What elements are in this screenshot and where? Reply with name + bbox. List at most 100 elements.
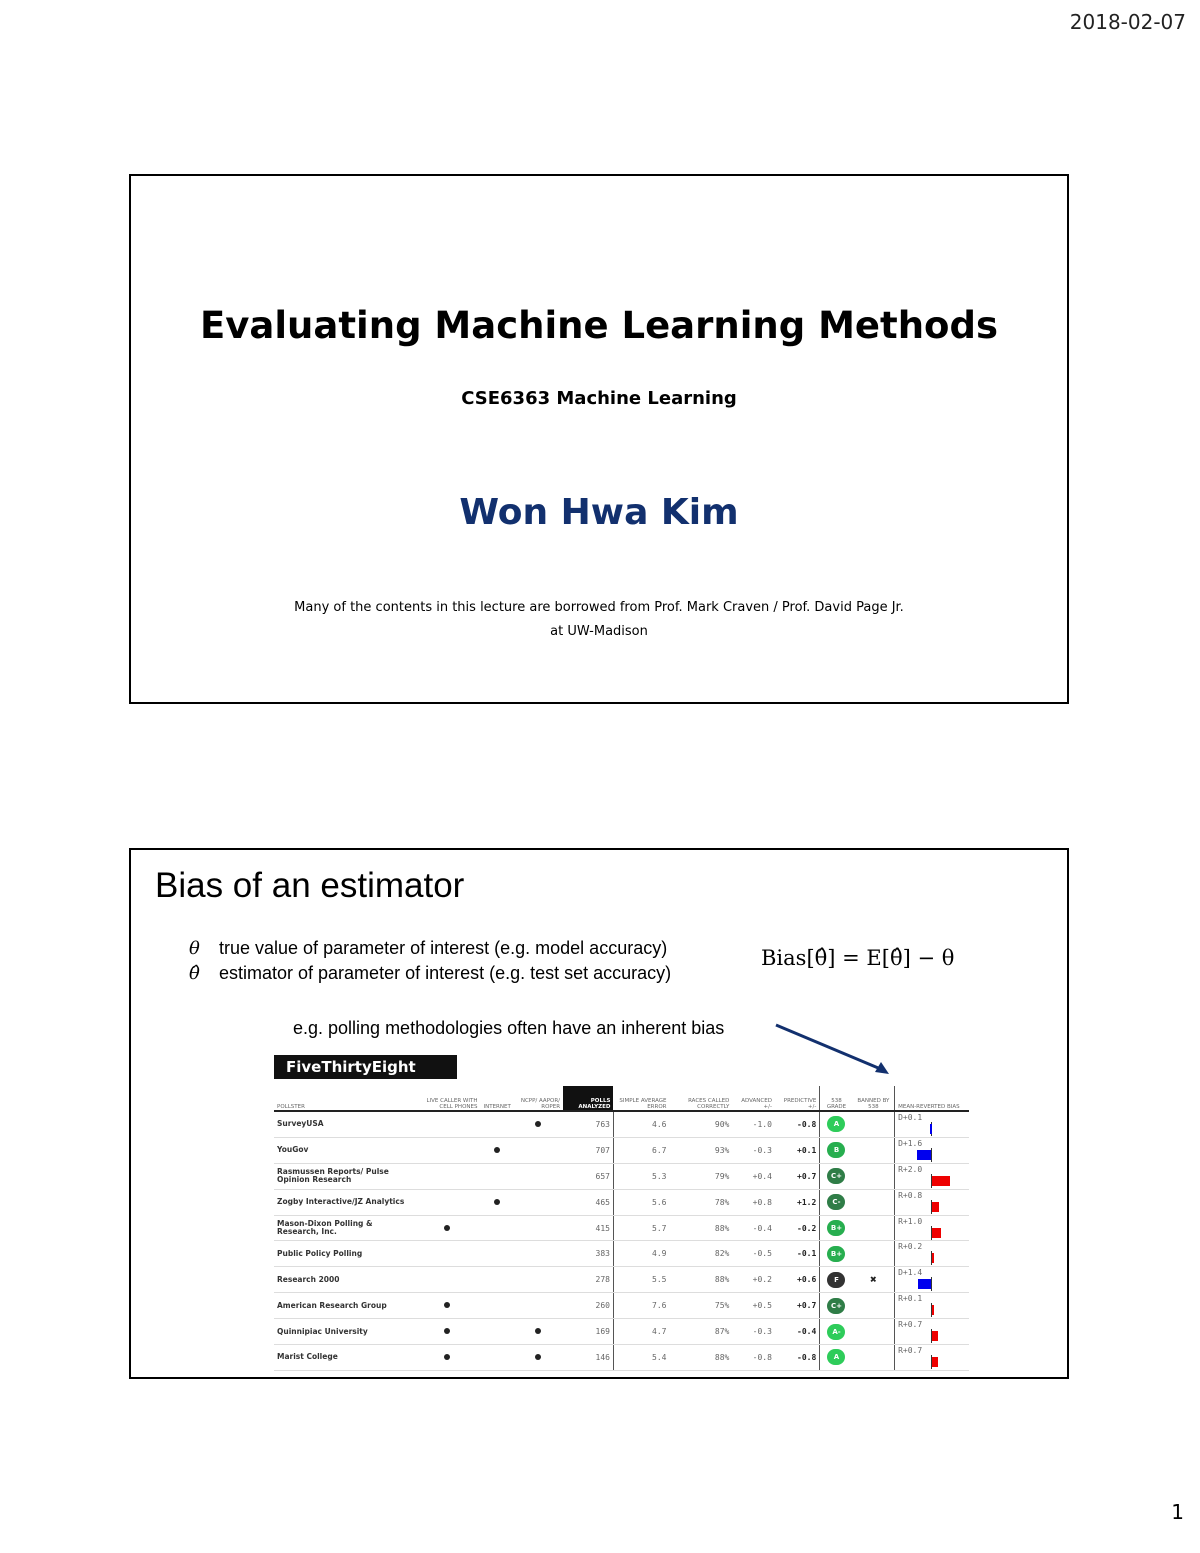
column-header: MEAN-REVERTED BIAS bbox=[894, 1086, 969, 1112]
credit-line-1: Many of the contents in this lecture are… bbox=[294, 600, 904, 615]
bias-bar bbox=[932, 1201, 940, 1212]
internet-cell bbox=[480, 1163, 514, 1190]
bias-label: R+1.0 bbox=[898, 1216, 923, 1226]
title-slide: Evaluating Machine Learning Methods CSE6… bbox=[129, 174, 1069, 704]
table-row: Public Policy Polling 383 4.9 82% -0.5 -… bbox=[274, 1240, 969, 1268]
bias-label: R+0.7 bbox=[898, 1320, 923, 1330]
bias-bar bbox=[916, 1149, 932, 1160]
banned-cell bbox=[852, 1215, 895, 1242]
arrow-icon bbox=[775, 1023, 889, 1074]
banned-cell bbox=[852, 1344, 895, 1371]
bias-bar-chart bbox=[912, 1277, 952, 1292]
predictive-score: +0.6 bbox=[774, 1266, 820, 1294]
average-error: 4.9 bbox=[613, 1240, 670, 1268]
live-caller-cell bbox=[412, 1318, 481, 1346]
grade-badge: B+ bbox=[827, 1220, 846, 1236]
bias-cell: R+0.1 bbox=[894, 1292, 969, 1320]
grade-cell: B+ bbox=[819, 1240, 853, 1268]
author-name: Won Hwa Kim bbox=[459, 492, 739, 533]
live-caller-cell bbox=[412, 1240, 481, 1268]
ncpp-cell bbox=[513, 1344, 564, 1371]
grade-cell: A bbox=[819, 1111, 853, 1138]
polls-analyzed: 169 bbox=[563, 1318, 614, 1346]
pollster-name: Marist College bbox=[274, 1344, 413, 1371]
grade-cell: F bbox=[819, 1266, 853, 1294]
internet-cell bbox=[480, 1318, 514, 1346]
races-called: 75% bbox=[669, 1292, 733, 1320]
internet-cell bbox=[480, 1189, 514, 1216]
banned-cell: ✖ bbox=[852, 1266, 895, 1294]
bias-cell: R+1.0 bbox=[894, 1215, 969, 1242]
column-header: NCPP/ AAPOR/ ROPER bbox=[513, 1086, 564, 1112]
table-row: American Research Group 260 7.6 75% +0.5… bbox=[274, 1292, 969, 1320]
advanced-score: -1.0 bbox=[732, 1111, 775, 1138]
dot-icon bbox=[535, 1353, 542, 1360]
average-error: 7.6 bbox=[613, 1292, 670, 1320]
dot-icon bbox=[443, 1328, 450, 1335]
advanced-score: +0.4 bbox=[732, 1163, 775, 1190]
bias-slide: Bias of an estimator θ true value of para… bbox=[129, 848, 1069, 1379]
predictive-score: +1.2 bbox=[774, 1189, 820, 1216]
grade-badge: C- bbox=[827, 1194, 846, 1211]
ncpp-cell bbox=[513, 1240, 564, 1268]
live-caller-cell bbox=[412, 1215, 481, 1242]
internet-cell bbox=[480, 1111, 514, 1138]
bias-bar bbox=[932, 1356, 939, 1367]
banned-cell bbox=[852, 1240, 895, 1268]
races-called: 90% bbox=[669, 1111, 733, 1138]
bias-formula: Bias[θ̂] = E[θ̂] − θ bbox=[761, 946, 955, 970]
definition-theta-hat: θ̂ estimator of parameter of interest (e.… bbox=[189, 963, 671, 984]
dot-icon bbox=[494, 1198, 501, 1205]
ncpp-cell bbox=[513, 1215, 564, 1242]
dot-icon bbox=[443, 1353, 450, 1360]
grade-cell: C+ bbox=[819, 1292, 853, 1320]
column-header: SIMPLE AVERAGE ERROR bbox=[613, 1086, 670, 1112]
bias-bar bbox=[932, 1253, 934, 1264]
slide-heading: Bias of an estimator bbox=[155, 866, 465, 905]
column-header: BANNED BY 538 bbox=[852, 1086, 895, 1112]
pollster-ratings-table: POLLSTER LIVE CALLER WITH CELL PHONES INTE… bbox=[274, 1086, 969, 1371]
bias-bar-chart bbox=[912, 1303, 952, 1318]
slide-title: Evaluating Machine Learning Methods bbox=[200, 304, 998, 347]
bias-cell: R+2.0 bbox=[894, 1163, 969, 1190]
pollster-name: SurveyUSA bbox=[274, 1111, 413, 1138]
bias-bar-chart bbox=[912, 1121, 952, 1136]
bias-bar bbox=[932, 1175, 951, 1186]
column-header: PREDICTIVE +/- bbox=[774, 1086, 820, 1112]
column-header: POLLS ANALYZED bbox=[563, 1086, 614, 1112]
polls-analyzed: 278 bbox=[563, 1266, 614, 1294]
date: 2018-02-07 bbox=[1069, 10, 1186, 34]
column-header: 538 GRADE bbox=[819, 1086, 853, 1112]
live-caller-cell bbox=[412, 1344, 481, 1371]
live-caller-cell bbox=[412, 1189, 481, 1216]
bias-label: D+1.4 bbox=[898, 1268, 923, 1278]
bias-axis bbox=[931, 1354, 933, 1369]
internet-cell bbox=[480, 1266, 514, 1294]
bias-bar-chart bbox=[912, 1251, 952, 1266]
banned-cell bbox=[852, 1189, 895, 1216]
bias-cell: D+0.1 bbox=[894, 1111, 969, 1138]
page-number: 1 bbox=[1171, 1500, 1184, 1524]
grade-cell: C+ bbox=[819, 1163, 853, 1190]
table-row: Marist College 146 5.4 88% -0.8 -0.8 A R… bbox=[274, 1344, 969, 1371]
polls-analyzed: 415 bbox=[563, 1215, 614, 1242]
ncpp-cell bbox=[513, 1137, 564, 1164]
grade-cell: B+ bbox=[819, 1215, 853, 1242]
pollster-name: American Research Group bbox=[274, 1292, 413, 1320]
average-error: 5.5 bbox=[613, 1266, 670, 1294]
table-row: Mason-Dixon Polling & Research, Inc. 415… bbox=[274, 1215, 969, 1242]
table-row: SurveyUSA 763 4.6 90% -1.0 -0.8 A D+0.1 bbox=[274, 1111, 969, 1138]
predictive-score: +0.7 bbox=[774, 1163, 820, 1190]
average-error: 5.3 bbox=[613, 1163, 670, 1190]
x-icon: ✖ bbox=[870, 1273, 877, 1287]
average-error: 4.7 bbox=[613, 1318, 670, 1346]
bias-axis bbox=[931, 1251, 933, 1266]
bias-label: D+0.1 bbox=[898, 1112, 923, 1122]
bias-label: D+1.6 bbox=[898, 1138, 923, 1148]
table-row: Zogby Interactive/JZ Analytics 465 5.6 7… bbox=[274, 1189, 969, 1216]
races-called: 88% bbox=[669, 1344, 733, 1371]
races-called: 88% bbox=[669, 1215, 733, 1242]
banned-cell bbox=[852, 1318, 895, 1346]
advanced-score: +0.8 bbox=[732, 1189, 775, 1216]
advanced-score: -0.8 bbox=[732, 1344, 775, 1371]
